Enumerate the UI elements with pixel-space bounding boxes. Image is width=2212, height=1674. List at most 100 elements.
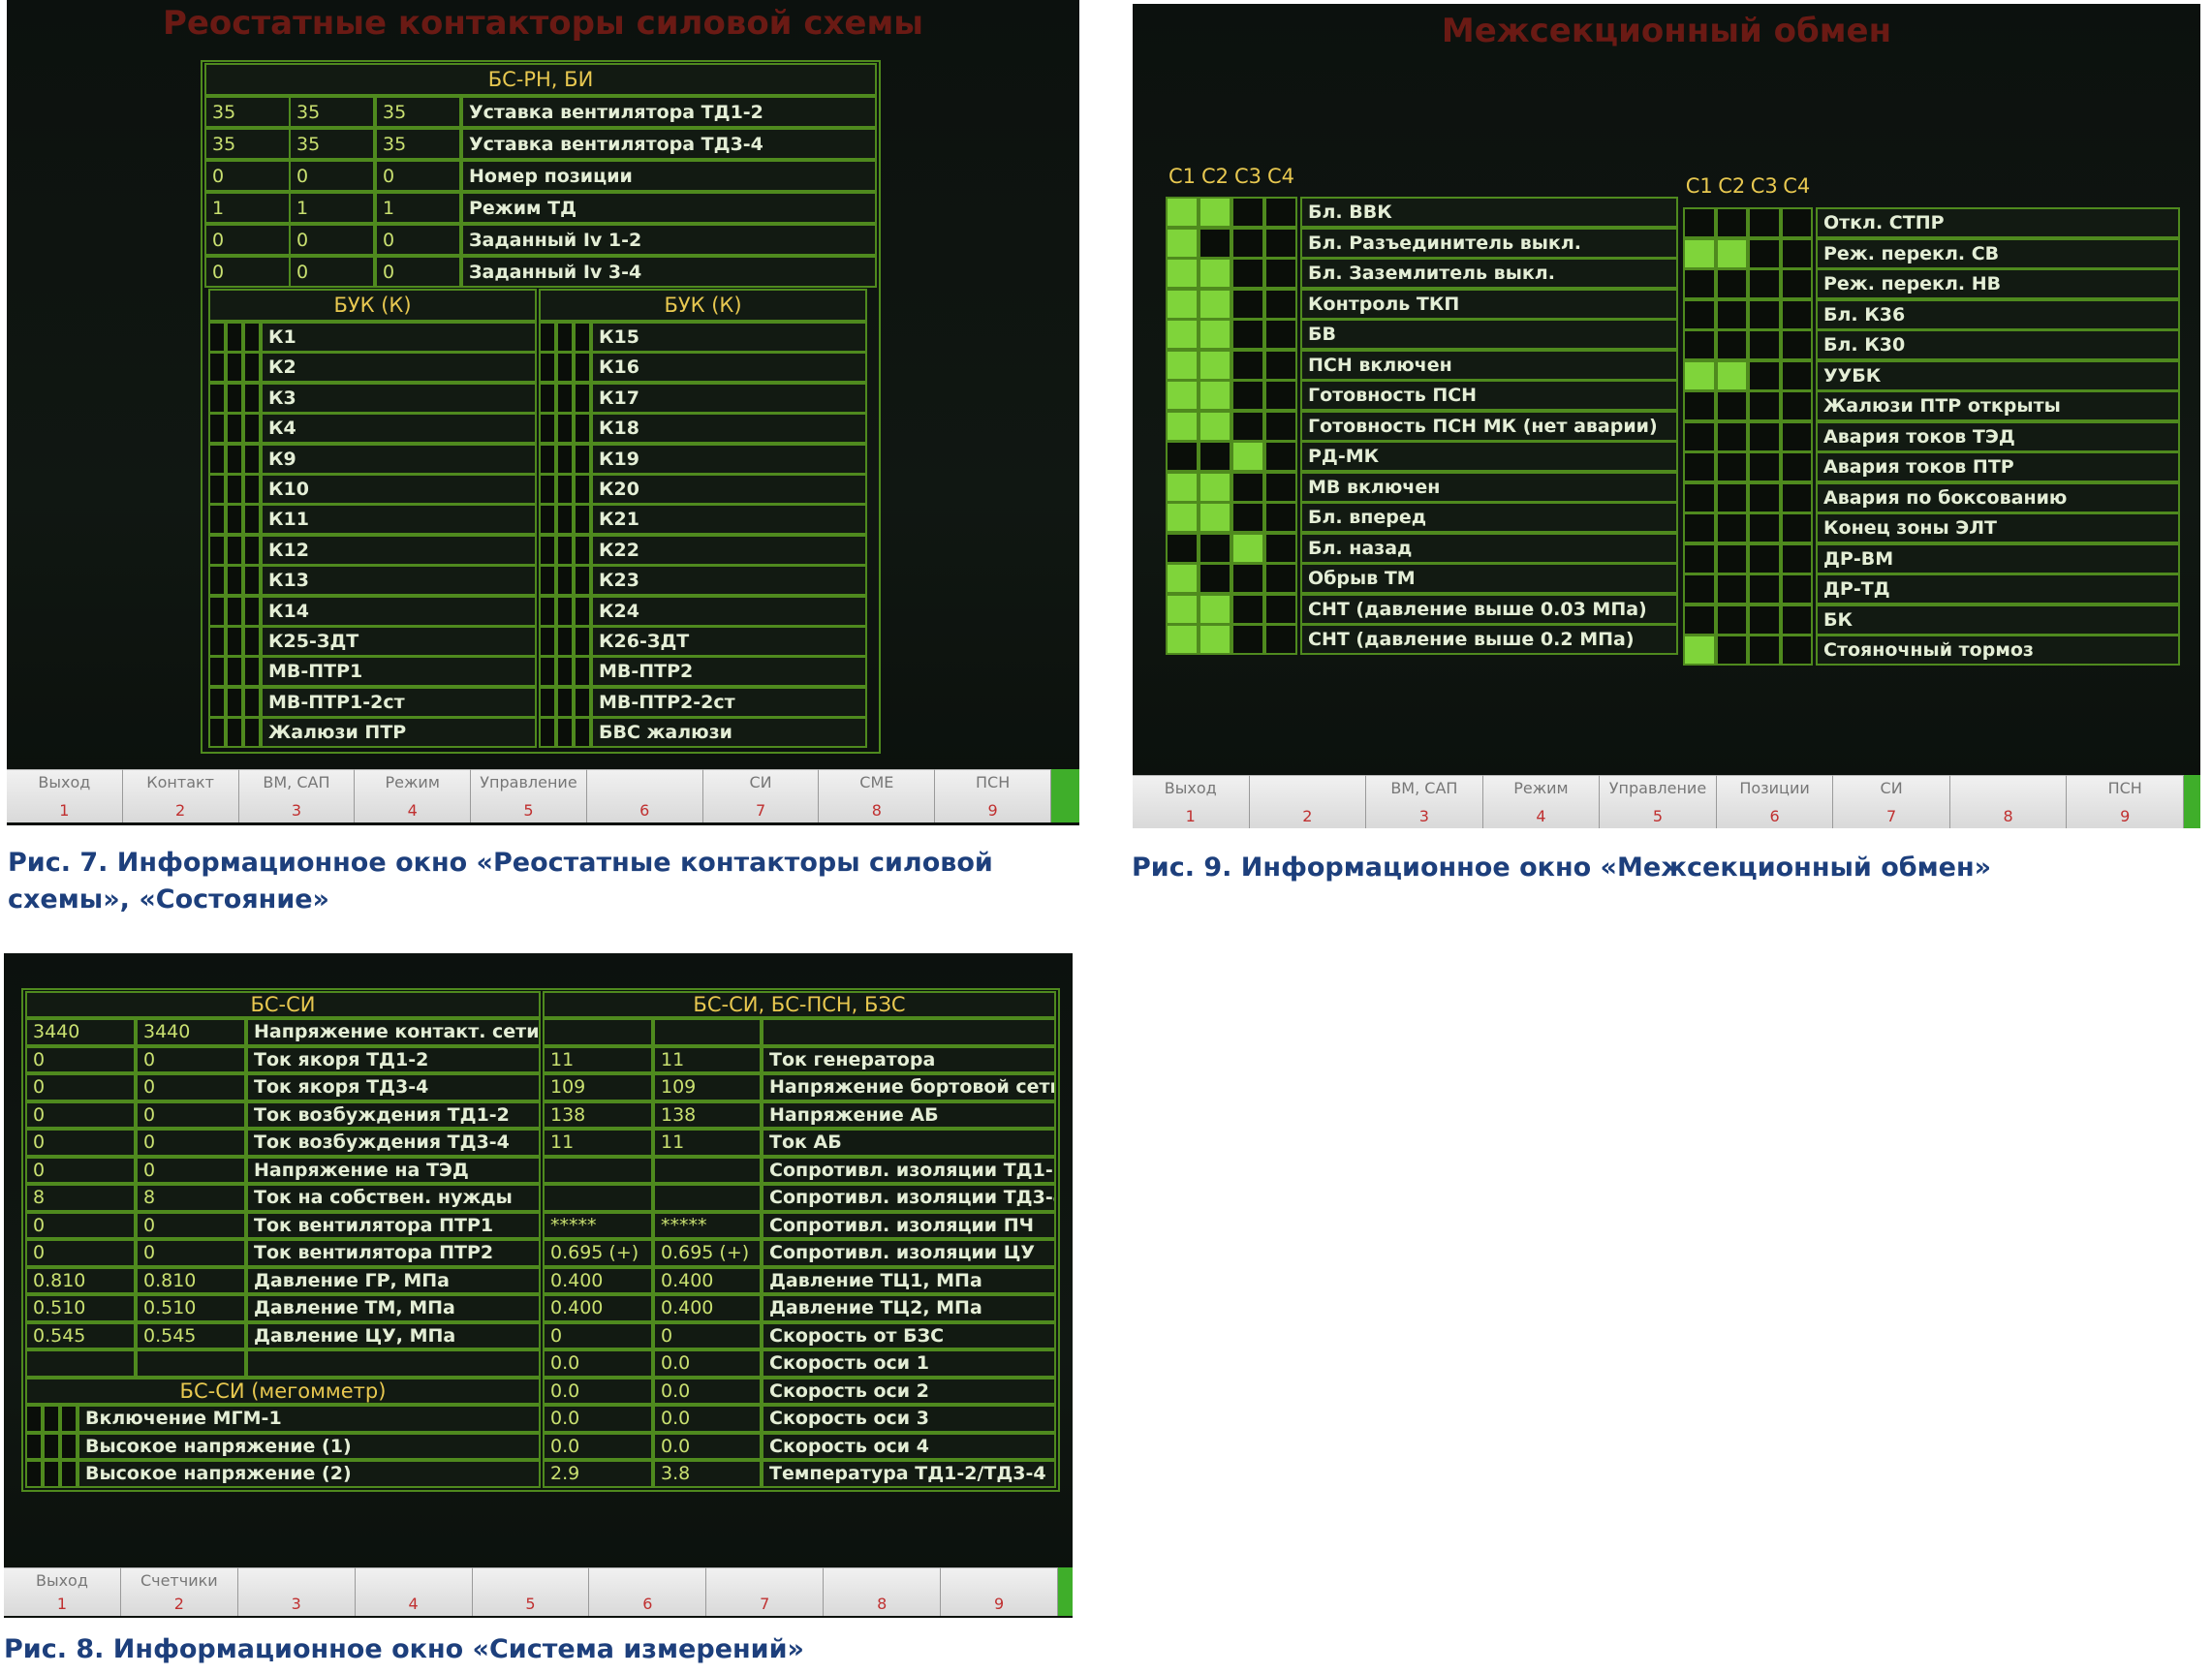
indicator <box>1715 329 1748 360</box>
label-cell: К17 <box>591 382 867 414</box>
indicator <box>243 565 261 597</box>
menu-button[interactable]: Позиции 6 <box>1716 775 1834 828</box>
menu-button[interactable]: Выход 1 <box>4 1567 121 1616</box>
label-cell: К2 <box>261 352 537 384</box>
value-cell: 0 <box>136 1239 246 1267</box>
value-cell: 109 <box>543 1073 653 1101</box>
menu-button[interactable]: 3 <box>237 1567 356 1616</box>
menu-button[interactable]: Счетчики 2 <box>120 1567 238 1616</box>
indicator <box>1683 512 1716 543</box>
indicator <box>1264 410 1297 442</box>
indicator <box>1780 604 1813 636</box>
menu-button[interactable]: Выход 1 <box>7 769 123 822</box>
button-key: 6 <box>642 1595 653 1613</box>
indicator <box>1683 420 1716 452</box>
indicator <box>243 352 261 384</box>
indicator <box>1683 481 1716 513</box>
table-header: БС-РН, БИ <box>204 63 877 96</box>
label-cell: К12 <box>261 534 537 566</box>
menu-button[interactable]: ВМ, САП 3 <box>238 769 356 822</box>
indicator <box>1264 258 1297 289</box>
indicator <box>226 504 243 536</box>
label-cell: Ток АБ <box>762 1129 1056 1157</box>
menu-button[interactable]: 8 <box>824 1567 942 1616</box>
value-cell: 0.0 <box>543 1405 653 1433</box>
value-cell: 11 <box>653 1045 762 1073</box>
menu-button[interactable]: ПСН 9 <box>935 769 1051 822</box>
menu-button[interactable]: Выход 1 <box>1133 775 1250 828</box>
indicator <box>1715 542 1748 574</box>
indicator <box>208 656 226 688</box>
status-strip <box>1051 769 1079 822</box>
indicator <box>1780 635 1813 666</box>
menu-button[interactable]: Управление 5 <box>1600 775 1717 828</box>
label-cell: Высокое напряжение (2) <box>78 1460 541 1488</box>
caption: Рис. 9. Информационное окно «Межсекционн… <box>1132 852 1992 883</box>
menu-button[interactable]: СИ 7 <box>1833 775 1950 828</box>
indicator <box>243 656 261 688</box>
indicator <box>556 626 574 657</box>
value-cell: 0.0 <box>653 1405 762 1433</box>
label-cell: Напряжение контакт. сети <box>246 1018 541 1046</box>
indicator <box>1715 298 1748 330</box>
caption: Рис. 8. Информационное окно «Система изм… <box>4 1634 804 1664</box>
indicator <box>1166 532 1199 564</box>
indicator <box>539 626 556 657</box>
label-cell: К16 <box>591 352 867 384</box>
label-cell: Сопротивл. изоляции ЦУ <box>762 1239 1056 1267</box>
menu-button[interactable]: 5 <box>472 1567 590 1616</box>
indicator <box>556 443 574 475</box>
indicator <box>556 382 574 414</box>
label-cell: Бл. К36 <box>1816 298 2180 330</box>
menu-button[interactable]: ВМ, САП 3 <box>1366 775 1483 828</box>
indicator <box>1748 635 1781 666</box>
indicator <box>1231 441 1264 472</box>
caption: Рис. 7. Информационное окно «Реостатные … <box>8 848 993 914</box>
menu-button[interactable]: 4 <box>355 1567 473 1616</box>
label-cell: К15 <box>591 322 867 353</box>
menu-button[interactable]: СИ 7 <box>702 769 820 822</box>
value-cell: 0 <box>289 224 375 256</box>
value-cell: ***** <box>543 1211 653 1239</box>
label-cell: РД-МК <box>1300 441 1678 472</box>
menu-button[interactable]: 9 <box>941 1567 1058 1616</box>
indicator <box>539 322 556 353</box>
indicator <box>556 656 574 688</box>
indicator <box>208 322 226 353</box>
menu-button[interactable]: 2 <box>1249 775 1367 828</box>
button-key: 5 <box>523 801 534 820</box>
menu-button[interactable]: Управление 5 <box>471 769 587 822</box>
menu-button[interactable]: ПСН 9 <box>2067 775 2184 828</box>
button-label: СИ <box>1880 779 1903 797</box>
menu-button[interactable]: Режим 4 <box>355 769 472 822</box>
menu-button[interactable]: 8 <box>1949 775 2068 828</box>
status-strip <box>2184 775 2200 828</box>
value-cell <box>653 1156 762 1184</box>
menu-button[interactable]: 6 <box>586 769 703 822</box>
indicator <box>243 717 261 749</box>
indicator <box>1715 420 1748 452</box>
menu-button[interactable]: СМЕ 8 <box>819 769 936 822</box>
indicator <box>1264 441 1297 472</box>
indicator <box>539 413 556 445</box>
indicator <box>1231 319 1264 350</box>
indicator <box>1199 197 1231 228</box>
indicator <box>226 322 243 353</box>
value-cell: 0.0 <box>653 1377 762 1405</box>
indicator <box>1683 604 1716 636</box>
label-cell: Ток вентилятора ПТР2 <box>246 1239 541 1267</box>
indicator <box>1199 288 1231 320</box>
menu-button[interactable]: 7 <box>706 1567 825 1616</box>
indicator <box>556 474 574 505</box>
indicator <box>539 534 556 566</box>
value-cell: 0 <box>375 224 461 256</box>
indicator <box>226 352 243 384</box>
menu-button[interactable]: Контакт 2 <box>122 769 239 822</box>
indicator <box>574 534 591 566</box>
menu-button[interactable]: Режим 4 <box>1482 775 1601 828</box>
menu-button[interactable]: 6 <box>589 1567 707 1616</box>
indicator <box>208 717 226 749</box>
indicator <box>1199 441 1231 472</box>
indicator <box>208 352 226 384</box>
indicator <box>1780 542 1813 574</box>
